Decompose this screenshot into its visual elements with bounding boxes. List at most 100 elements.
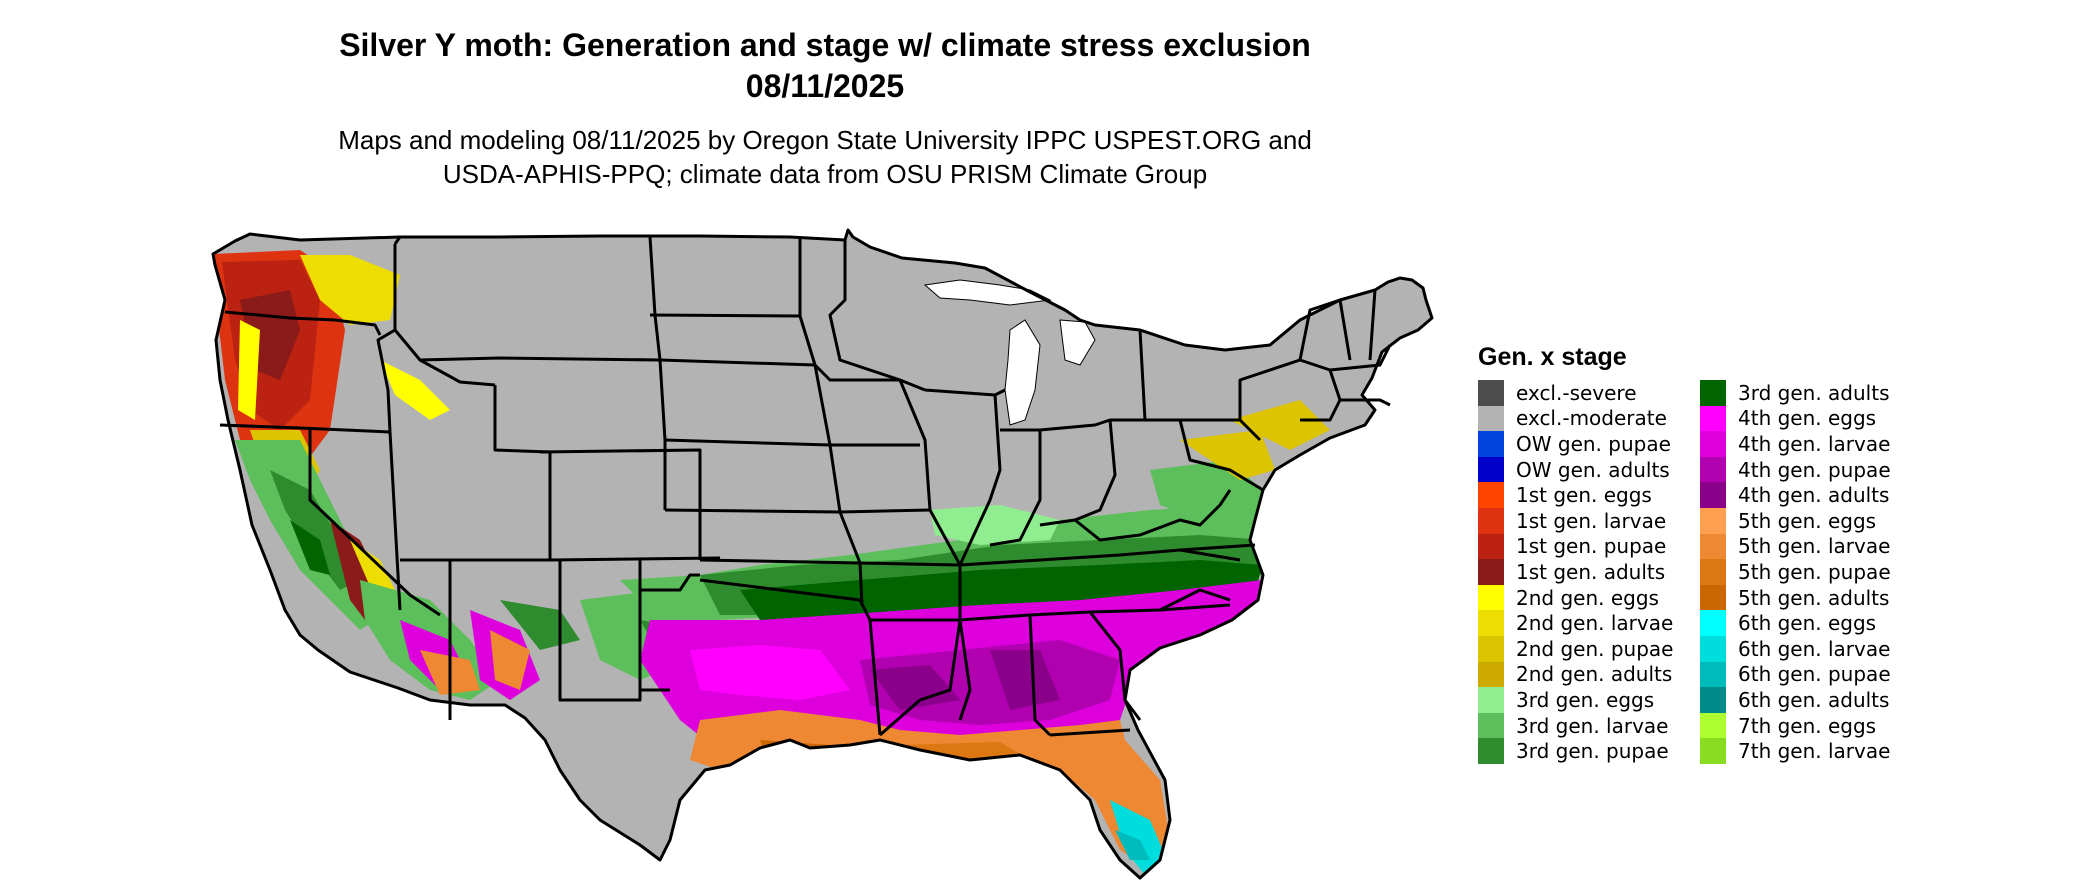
legend-swatch [1700,405,1726,432]
state-boundaries [211,228,1434,880]
legend-label: 6th gen. eggs [1738,611,1877,636]
legend-item: excl.-severe [1478,380,1700,406]
legend-item: 3rd gen. adults [1700,380,1922,406]
legend-title: Gen. x stage [1478,343,1627,371]
legend-swatch [1478,456,1504,483]
legend-item: 6th gen. larvae [1700,635,1922,662]
legend-swatch [1700,482,1726,508]
legend-swatch [1478,738,1504,764]
legend-label: OW gen. adults [1516,457,1670,482]
map-title: Silver Y moth: Generation and stage w/ c… [270,25,1380,107]
legend-label: 2nd gen. pupae [1516,636,1674,661]
legend-swatch [1700,738,1726,764]
legend-swatch [1478,635,1504,662]
legend-label: 3rd gen. pupae [1516,739,1669,764]
legend-label: 3rd gen. larvae [1516,713,1669,738]
legend-label: 5th gen. eggs [1738,508,1877,533]
legend-swatch [1478,559,1504,585]
legend-item: 3rd gen. larvae [1478,712,1700,739]
title-line-2: 08/11/2025 [745,68,905,104]
legend-item: 2nd gen. larvae [1478,610,1700,636]
legend-label: excl.-severe [1516,380,1637,405]
legend-label: 2nd gen. adults [1516,662,1673,687]
legend-item: 4th gen. larvae [1700,431,1922,457]
legend-item: 3rd gen. eggs [1478,687,1700,713]
legend-swatch [1700,610,1726,636]
legend-item: 6th gen. adults [1700,687,1922,713]
legend-column-2: 3rd gen. adults 4th gen. eggs 4th gen. lar… [1700,380,1922,764]
legend-label: 6th gen. adults [1738,687,1890,712]
legend: Gen. x stage excl.-severe excl.-moderate O… [1478,342,1922,764]
legend-item: 1st gen. eggs [1478,482,1700,508]
legend-swatch [1700,431,1726,457]
legend-label: 6th gen. pupae [1738,662,1891,687]
legend-item: 5th gen. eggs [1700,507,1922,534]
legend-swatch [1478,507,1504,534]
legend-item: 5th gen. pupae [1700,559,1922,585]
legend-swatch [1478,584,1504,611]
legend-swatch [1478,533,1504,560]
legend-item: 7th gen. eggs [1700,712,1922,739]
legend-label: 3rd gen. adults [1738,380,1890,405]
legend-label: 3rd gen. eggs [1516,687,1655,712]
legend-column-1: excl.-severe excl.-moderate OW gen. pupae O… [1478,380,1700,764]
legend-swatch [1478,712,1504,739]
legend-label: OW gen. pupae [1516,431,1671,456]
legend-swatch [1700,559,1726,585]
moth-stage-raster [213,230,1432,878]
legend-item: 1st gen. adults [1478,559,1700,585]
legend-item: OW gen. pupae [1478,431,1700,457]
legend-swatch [1700,712,1726,739]
legend-label: 4th gen. adults [1738,483,1890,508]
legend-label: 7th gen. larvae [1738,739,1891,764]
subtitle-line-1: Maps and modeling 08/11/2025 by Oregon S… [338,125,1312,155]
legend-swatch [1700,687,1726,713]
legend-swatch [1478,661,1504,688]
legend-label: 5th gen. larvae [1738,534,1891,559]
legend-item: 4th gen. pupae [1700,456,1922,483]
title-line-1: Silver Y moth: Generation and stage w/ c… [339,27,1311,63]
legend-label: 1st gen. adults [1516,559,1666,584]
legend-item: 3rd gen. pupae [1478,738,1700,764]
legend-swatch [1478,405,1504,432]
legend-label: 1st gen. pupae [1516,534,1667,559]
legend-swatch [1700,635,1726,662]
map-subtitle: Maps and modeling 08/11/2025 by Oregon S… [270,123,1380,191]
legend-label: 6th gen. larvae [1738,636,1891,661]
legend-item: 6th gen. eggs [1700,610,1922,636]
legend-item: 7th gen. larvae [1700,738,1922,764]
legend-label: 4th gen. eggs [1738,406,1877,431]
legend-swatch [1478,431,1504,457]
legend-label: 2nd gen. eggs [1516,585,1659,610]
legend-item: OW gen. adults [1478,456,1700,483]
legend-label: 1st gen. larvae [1516,508,1667,533]
legend-columns: excl.-severe excl.-moderate OW gen. pupae O… [1478,380,1922,764]
legend-item: 1st gen. pupae [1478,533,1700,560]
legend-swatch [1700,507,1726,534]
legend-item: 5th gen. adults [1700,584,1922,611]
legend-label: 7th gen. eggs [1738,713,1877,738]
legend-item: 2nd gen. eggs [1478,584,1700,611]
legend-label: 5th gen. adults [1738,585,1890,610]
legend-swatch [1700,456,1726,483]
legend-swatch [1700,584,1726,611]
legend-swatch [1478,687,1504,713]
legend-swatch [1700,380,1726,406]
legend-label: 2nd gen. larvae [1516,611,1674,636]
lake-superior [923,279,1052,306]
lake-michigan [1004,319,1041,426]
legend-item: 4th gen. eggs [1700,405,1922,432]
legend-item: 1st gen. larvae [1478,507,1700,534]
legend-item: 5th gen. larvae [1700,533,1922,560]
legend-label: excl.-moderate [1516,406,1667,431]
legend-item: 6th gen. pupae [1700,661,1922,688]
legend-label: 5th gen. pupae [1738,559,1891,584]
legend-label: 4th gen. larvae [1738,431,1891,456]
legend-label: 1st gen. eggs [1516,483,1652,508]
legend-item: 2nd gen. adults [1478,661,1700,688]
legend-item: 2nd gen. pupae [1478,635,1700,662]
legend-swatch [1478,610,1504,636]
legend-swatch [1478,380,1504,406]
legend-label: 4th gen. pupae [1738,457,1891,482]
legend-swatch [1700,661,1726,688]
